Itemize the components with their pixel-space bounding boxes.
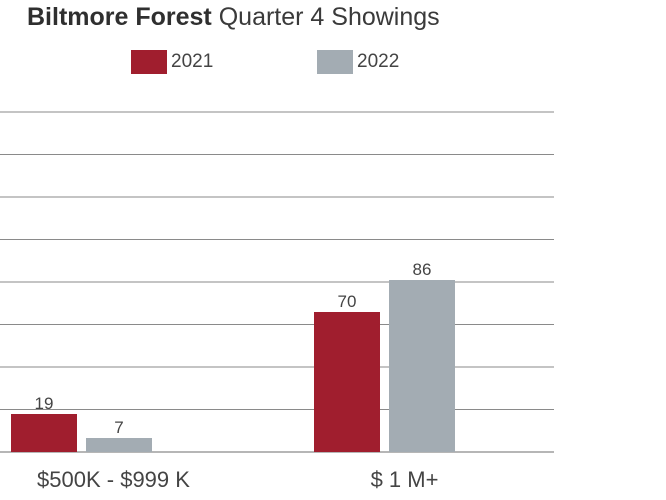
chart-title: Biltmore Forest Quarter 4 Showings	[27, 3, 440, 32]
bar-2021-1m-plus	[314, 312, 380, 452]
x-tick-label: $ 1 M+	[371, 467, 439, 492]
data-label: 19	[35, 394, 54, 413]
legend-item-2022: 2022	[317, 49, 399, 75]
legend-swatch-2022	[317, 50, 353, 74]
chart-title-bold: Biltmore Forest	[27, 3, 212, 31]
data-label: 70	[338, 292, 357, 311]
legend-label-2021: 2021	[171, 51, 214, 72]
bar-2022-1m-plus	[389, 280, 455, 452]
legend-swatch-2021	[131, 50, 167, 74]
data-label: 7	[114, 418, 123, 437]
bar-2022-500k-999k	[86, 438, 152, 452]
data-label: 86	[413, 260, 432, 279]
bar-2021-500k-999k	[11, 414, 77, 452]
chart-title-rest: Quarter 4 Showings	[218, 3, 440, 31]
legend-item-2021: 2021	[131, 49, 213, 75]
legend-label-2022: 2022	[357, 51, 400, 72]
x-tick-label: $500K - $999 K	[37, 467, 190, 492]
